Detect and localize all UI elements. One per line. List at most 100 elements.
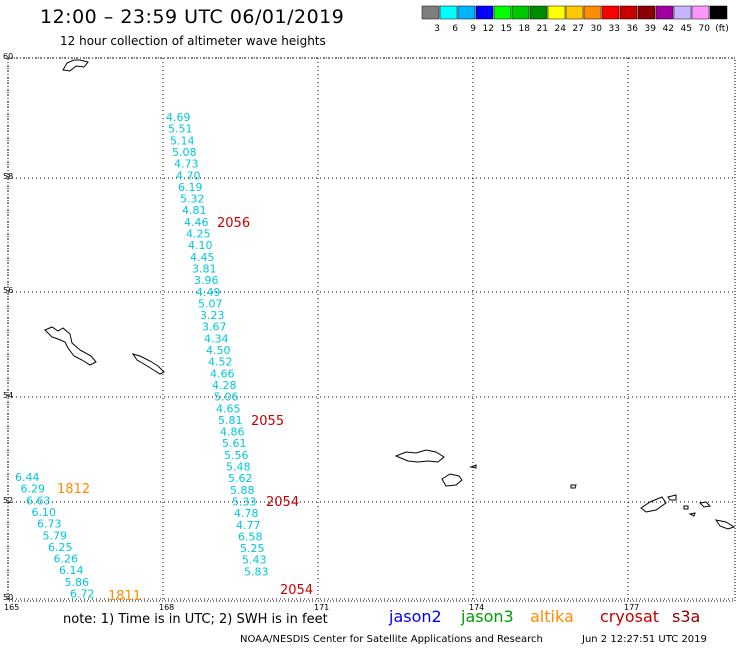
legend-swatch — [655, 5, 674, 20]
pass-time-label: 1812 — [57, 482, 90, 497]
wave-height-value: 5.07 — [198, 297, 223, 310]
wave-height-value: 4.25 — [186, 228, 211, 241]
island-outline — [688, 512, 696, 517]
island-outline — [570, 484, 577, 489]
legend-swatch — [439, 5, 458, 20]
island-outline — [698, 501, 712, 508]
coastlines — [44, 59, 736, 530]
island-outline — [62, 59, 89, 72]
wave-height-value: 4.52 — [208, 356, 233, 369]
sat-label-jason3: jason3 — [461, 607, 514, 626]
longitude-label: 168 — [159, 603, 174, 612]
wave-height-value: 5.62 — [228, 472, 253, 485]
island-outline — [683, 505, 689, 510]
legend-swatch — [421, 5, 440, 20]
wave-height-value: 4.46 — [184, 216, 209, 229]
pass-time-label: 1811 — [108, 589, 141, 604]
island-outline — [441, 473, 463, 487]
wave-height-value: 4.81 — [182, 204, 207, 217]
wave-height-value: 4.45 — [190, 251, 215, 264]
legend-label: 33 — [609, 24, 620, 34]
legend-label: 36 — [627, 24, 639, 34]
legend-label: 6 — [452, 24, 458, 34]
legend-swatch — [619, 5, 638, 20]
sat-label-jason2: jason2 — [389, 607, 442, 626]
wave-height-value: 4.69 — [166, 111, 191, 124]
island-outline — [640, 496, 667, 513]
wave-height-value: 4.86 — [220, 426, 245, 439]
longitude-label: 177 — [624, 603, 639, 612]
wave-height-value: 5.61 — [222, 437, 247, 450]
wave-height-value: 3.96 — [194, 274, 219, 287]
wave-height-value: 6.72 — [70, 588, 95, 601]
legend-swatch — [601, 5, 620, 20]
wave-height-value: 5.83 — [244, 565, 269, 578]
wave-height-value: 6.29 — [21, 483, 46, 496]
wave-height-value: 5.33 — [232, 495, 257, 508]
longitude-label: 171 — [314, 603, 329, 612]
island-outline — [469, 464, 477, 469]
wave-height-value: 5.08 — [172, 146, 197, 159]
legend-swatch — [673, 5, 692, 20]
legend-swatch — [493, 5, 512, 20]
wave-height-value: 5.81 — [218, 414, 243, 427]
wave-height-value: 3.81 — [192, 262, 217, 275]
wave-height-value: 6.10 — [32, 506, 57, 519]
latitude-label: 60 — [3, 52, 13, 61]
legend-swatch — [637, 5, 656, 20]
legend-label: 42 — [663, 24, 674, 34]
wave-height-value: 6.14 — [59, 564, 84, 577]
altimeter-track-left: 6.446.296.636.106.735.796.256.266.145.86… — [15, 471, 141, 604]
credit-line: NOAA/NESDIS Center for Satellite Applica… — [240, 634, 543, 645]
timestamp: Jun 2 12:27:51 UTC 2019 — [582, 634, 707, 645]
legend-label: 30 — [591, 24, 603, 34]
sat-label-s3a: s3a — [672, 607, 701, 626]
wave-height-value: 6.73 — [37, 518, 62, 531]
wave-height-value: 4.77 — [236, 519, 261, 532]
legend-swatch — [475, 5, 494, 20]
wave-height-value: 5.56 — [224, 449, 249, 462]
sat-label-cryosat: cryosat — [600, 607, 660, 626]
island-outline — [44, 326, 97, 366]
footer-note: note: 1) Time is in UTC; 2) SWH is in fe… — [63, 612, 328, 627]
pass-time-label: 2054 — [266, 495, 299, 510]
legend-label: 39 — [645, 24, 657, 34]
longitude-label: 174 — [469, 603, 484, 612]
legend-swatch — [709, 5, 728, 20]
legend-swatch — [547, 5, 566, 20]
wave-height-value: 4.10 — [188, 239, 213, 252]
legend-swatch — [511, 5, 530, 20]
altimeter-track-main: 4.695.515.145.084.734.706.195.324.814.46… — [166, 111, 313, 598]
legend-label: 9 — [470, 24, 476, 34]
wave-height-value: 6.63 — [26, 494, 51, 507]
legend-swatch — [565, 5, 584, 20]
wave-height-value: 5.06 — [214, 391, 239, 404]
legend-swatch — [691, 5, 710, 20]
island-outline — [714, 519, 736, 530]
wave-height-value: 4.34 — [204, 332, 229, 345]
legend-label: 45 — [681, 24, 692, 34]
color-legend: 3 6 9 12 15 18 21 24 27 30 33 36 39 42 45 70 (ft) — [421, 5, 729, 34]
wave-height-value: 5.48 — [226, 461, 251, 474]
legend-label: 15 — [501, 24, 512, 34]
wave-height-value: 5.79 — [43, 529, 68, 542]
wave-height-value: 6.26 — [54, 553, 79, 566]
map-frame — [7, 57, 736, 602]
legend-label: (ft) — [715, 24, 729, 34]
wave-height-value: 5.51 — [168, 123, 193, 136]
wave-height-value: 5.32 — [180, 193, 205, 206]
island-outline — [394, 449, 445, 463]
wave-height-value: 5.88 — [230, 484, 255, 497]
wave-height-value: 4.28 — [212, 379, 237, 392]
wave-height-value: 5.86 — [65, 576, 90, 589]
wave-height-value: 6.25 — [48, 541, 73, 554]
wave-height-value: 4.70 — [176, 169, 201, 182]
pass-time-label: 2056 — [217, 216, 250, 231]
legend-swatch — [457, 5, 476, 20]
legend-label: 12 — [483, 24, 494, 34]
wave-height-value: 6.44 — [15, 471, 40, 484]
wave-height-value: 5.14 — [170, 134, 195, 147]
island-outline — [131, 353, 165, 375]
legend-label: 21 — [537, 24, 548, 34]
